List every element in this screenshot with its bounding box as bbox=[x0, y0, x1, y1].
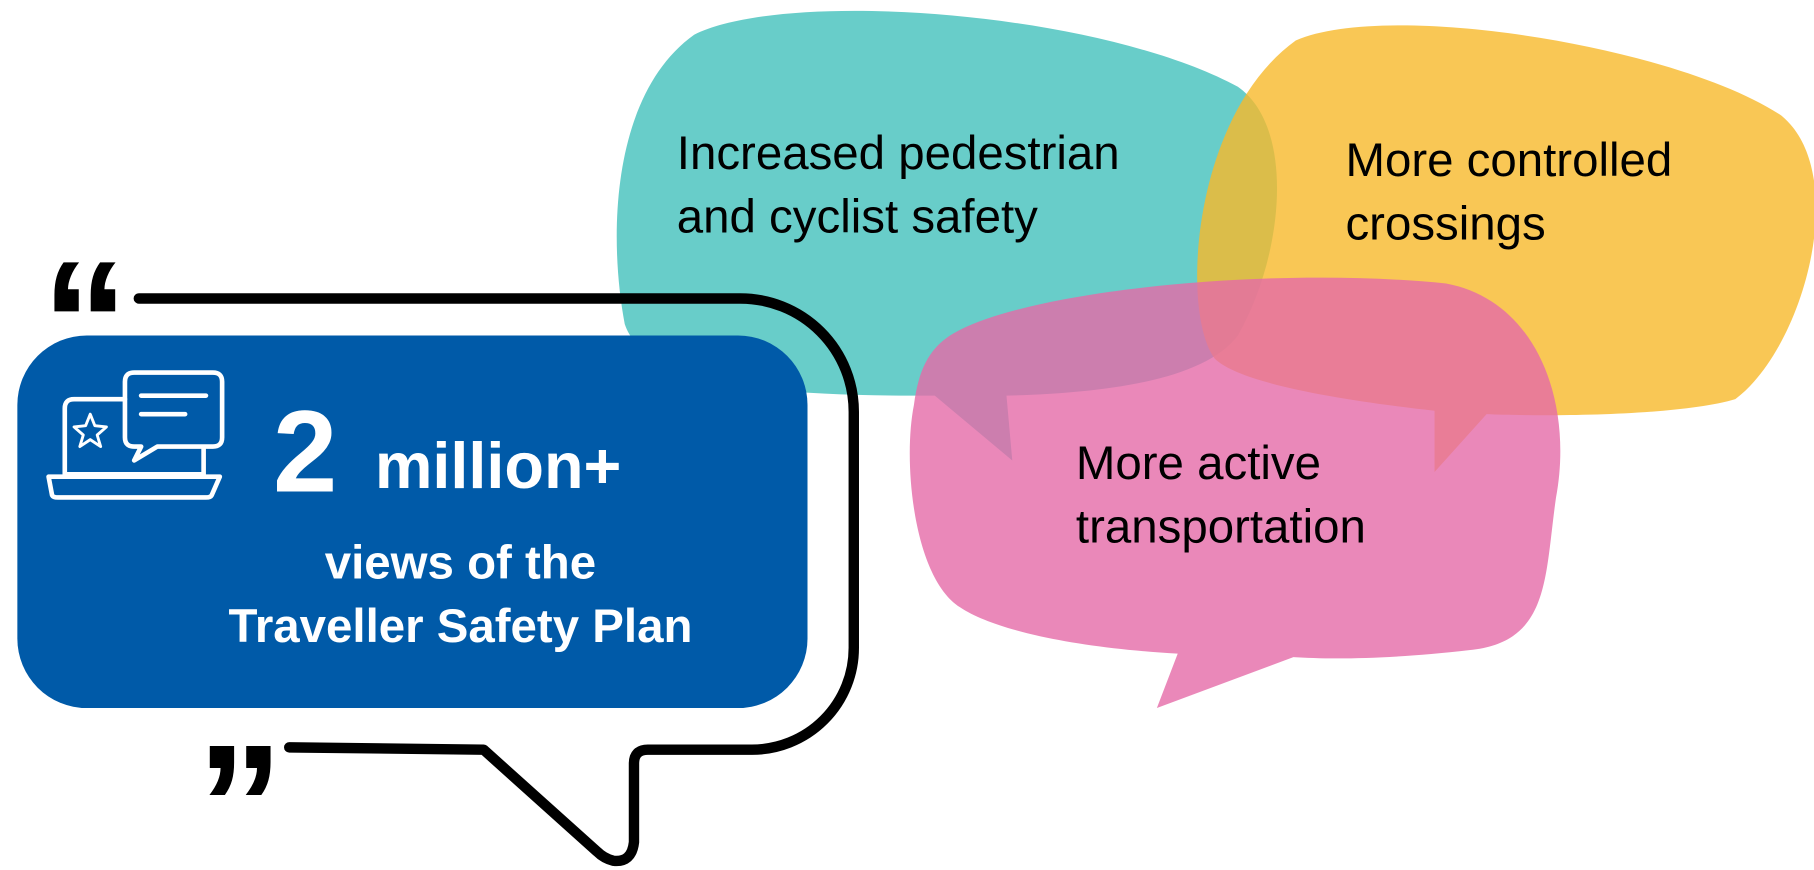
stat-caption: views of the bbox=[325, 536, 596, 589]
stat-box bbox=[17, 335, 808, 709]
bubble-text: crossings bbox=[1345, 197, 1545, 250]
open-quote: “ bbox=[42, 225, 129, 419]
stat-caption: Traveller Safety Plan bbox=[228, 600, 692, 653]
bubble-text: Increased pedestrian bbox=[677, 127, 1120, 180]
bubble-text: More active bbox=[1076, 437, 1321, 490]
stat-number: 2 bbox=[273, 387, 337, 517]
bubble-text: and cyclist safety bbox=[677, 191, 1038, 244]
stat-unit: million+ bbox=[375, 429, 622, 502]
bubble-pink bbox=[909, 277, 1561, 709]
close-quote: ” bbox=[197, 708, 284, 870]
outline-bubble bbox=[133, 293, 859, 867]
bubble-text: More controlled bbox=[1345, 134, 1672, 187]
bubble-text: transportation bbox=[1076, 501, 1366, 554]
icon bbox=[46, 370, 225, 500]
